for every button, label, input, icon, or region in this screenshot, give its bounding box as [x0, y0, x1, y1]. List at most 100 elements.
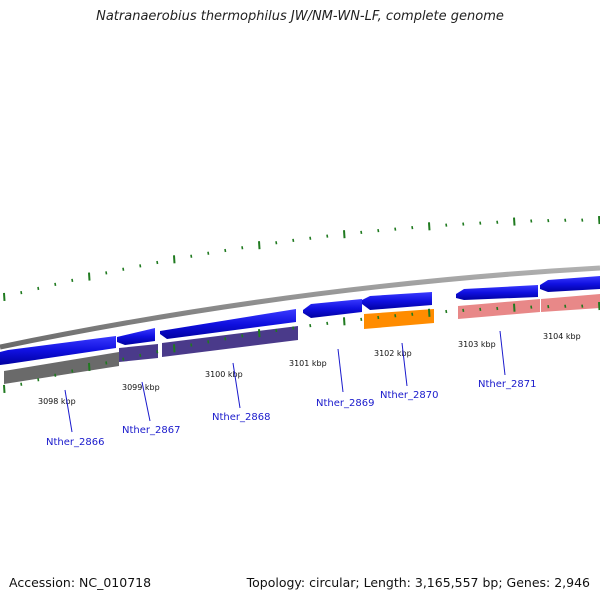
- topology-text: Topology: circular; Length: 3,165,557 bp…: [246, 575, 590, 590]
- leader-line: [232, 362, 241, 409]
- minor-tick: [71, 278, 74, 283]
- minor-tick: [207, 251, 210, 255]
- minor-tick: [207, 340, 210, 344]
- major-tick: [258, 329, 261, 338]
- minor-tick: [190, 254, 193, 258]
- leader-line: [499, 330, 506, 376]
- minor-tick: [54, 282, 57, 286]
- minor-tick: [20, 291, 23, 295]
- minor-tick: [394, 314, 397, 318]
- accession-text: Accession: NC_010718: [9, 575, 152, 590]
- product-band[interactable]: [364, 309, 434, 329]
- minor-tick: [530, 305, 533, 309]
- gene-label[interactable]: Nther_2867: [122, 425, 180, 436]
- major-tick: [258, 241, 261, 250]
- gene-arrow[interactable]: [0, 336, 116, 365]
- major-tick: [598, 301, 600, 311]
- major-tick: [598, 215, 600, 225]
- gene-arrow[interactable]: [456, 285, 538, 300]
- minor-tick: [411, 312, 414, 316]
- gene-arrow[interactable]: [362, 292, 432, 310]
- gene-labels: Nther_2866 Nther_2867 Nther_2868 Nther_2…: [46, 379, 536, 448]
- gene-label[interactable]: Nther_2871: [478, 379, 536, 390]
- minor-tick: [360, 317, 363, 321]
- major-tick: [3, 384, 6, 393]
- minor-tick: [360, 230, 363, 235]
- product-band[interactable]: [458, 299, 540, 319]
- minor-tick: [122, 267, 125, 271]
- leader-line: [337, 348, 344, 393]
- inner-tick-ring: [3, 301, 600, 393]
- gene-label[interactable]: Nther_2868: [212, 412, 270, 423]
- minor-tick: [462, 222, 465, 226]
- gene-arrow[interactable]: [117, 328, 155, 345]
- gene-label[interactable]: Nther_2866: [46, 437, 104, 448]
- minor-tick: [156, 350, 159, 354]
- minor-tick: [292, 238, 295, 243]
- minor-tick: [564, 218, 567, 222]
- major-tick: [173, 255, 176, 264]
- minor-tick: [275, 241, 278, 245]
- scale-label: 3102 kbp: [374, 349, 412, 358]
- minor-tick: [547, 218, 550, 223]
- outer-tick-ring: [3, 215, 600, 302]
- major-tick: [343, 230, 346, 239]
- minor-tick: [564, 304, 567, 308]
- minor-tick: [241, 246, 244, 250]
- minor-tick: [581, 304, 584, 308]
- minor-tick: [105, 271, 108, 275]
- gene-label[interactable]: Nther_2869: [316, 398, 374, 409]
- minor-tick: [530, 219, 533, 223]
- gene-label[interactable]: Nther_2870: [380, 390, 438, 401]
- major-tick: [3, 292, 6, 302]
- gene-arrow-track: [0, 276, 600, 365]
- minor-tick: [394, 227, 397, 231]
- minor-tick: [71, 369, 74, 373]
- product-band-track: [4, 294, 600, 384]
- product-band[interactable]: [4, 352, 119, 384]
- minor-tick: [581, 218, 584, 222]
- minor-tick: [156, 260, 159, 265]
- major-tick: [88, 272, 91, 281]
- minor-tick: [37, 378, 40, 382]
- minor-tick: [496, 220, 499, 224]
- minor-tick: [309, 236, 312, 240]
- major-tick: [513, 303, 516, 312]
- gene-arrow[interactable]: [303, 299, 362, 318]
- minor-tick: [275, 328, 278, 333]
- minor-tick: [445, 309, 448, 314]
- minor-tick: [326, 321, 329, 326]
- gene-arrow[interactable]: [160, 309, 296, 339]
- product-band[interactable]: [119, 344, 158, 362]
- scale-label: 3100 kbp: [205, 370, 243, 379]
- minor-tick: [20, 382, 23, 386]
- major-tick: [173, 344, 176, 353]
- minor-tick: [224, 337, 227, 341]
- minor-tick: [224, 248, 227, 253]
- minor-tick: [139, 264, 142, 268]
- minor-tick: [462, 308, 465, 313]
- major-tick: [428, 308, 431, 317]
- minor-tick: [37, 286, 40, 291]
- minor-tick: [309, 323, 312, 328]
- minor-tick: [241, 334, 244, 338]
- leader-line: [401, 342, 408, 387]
- minor-tick: [445, 223, 448, 227]
- major-tick: [428, 222, 431, 231]
- scale-label: 3099 kbp: [122, 383, 160, 392]
- scale-labels: 3098 kbp 3099 kbp 3100 kbp 3101 kbp 3102…: [38, 332, 581, 406]
- product-band[interactable]: [162, 326, 298, 357]
- leader-line: [64, 389, 73, 433]
- major-tick: [88, 362, 91, 371]
- minor-tick: [479, 221, 482, 225]
- scale-label: 3104 kbp: [543, 332, 581, 341]
- product-band[interactable]: [541, 294, 600, 312]
- scale-label: 3098 kbp: [38, 397, 76, 406]
- minor-tick: [292, 326, 295, 330]
- minor-tick: [547, 304, 550, 309]
- minor-tick: [139, 353, 142, 358]
- genome-backbone: [0, 265, 600, 350]
- gene-arrow[interactable]: [540, 276, 600, 292]
- minor-tick: [105, 361, 108, 365]
